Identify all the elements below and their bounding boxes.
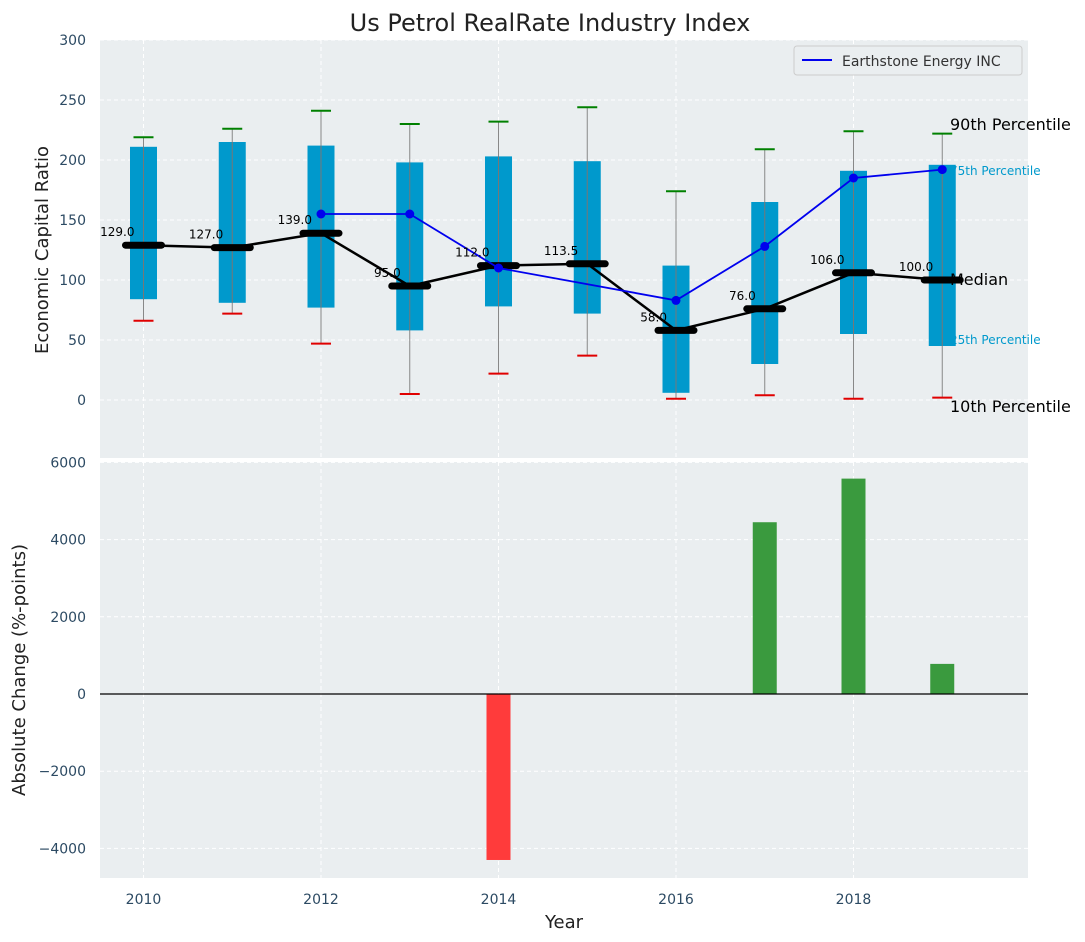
change-bar (486, 694, 511, 860)
company-point (937, 165, 947, 175)
annotation-p10: 10th Percentile (950, 397, 1071, 416)
top-y-tick-label: 0 (77, 393, 86, 409)
x-axis-label: Year (544, 912, 584, 933)
top-y-tick-label: 300 (59, 33, 86, 49)
bottom-y-tick-label: −4000 (39, 841, 86, 857)
change-bar (930, 663, 955, 694)
legend-label: Earthstone Energy INC (842, 54, 1001, 70)
bottom-y-tick-label: 4000 (50, 533, 86, 549)
company-point (405, 209, 415, 219)
median-value-label: 95.0 (374, 266, 401, 280)
median-value-labels: 129.0 127.0 139.0 95.0 112.0 113.5 58.0 76.0 106… (100, 213, 933, 324)
change-bars (486, 478, 955, 860)
legend: Earthstone Energy INC (793, 45, 1023, 76)
bottom-y-tick-label: −2000 (39, 764, 86, 780)
top-y-tick-label: 50 (68, 333, 86, 349)
company-point (849, 173, 858, 183)
median-value-label: 58.0 (640, 310, 667, 324)
median-value-label: 129.0 (100, 225, 134, 239)
top-y-tick-label: 200 (59, 153, 86, 169)
x-tick-label: 2014 (481, 892, 517, 908)
company-point (760, 241, 770, 251)
bottom-y-axis-label: Absolute Change (%-points) (9, 544, 30, 796)
median-value-label: 113.5 (544, 244, 578, 258)
bottom-y-tick-label: 2000 (50, 610, 86, 626)
annotation-p90: 90th Percentile (950, 115, 1071, 134)
change-bar (841, 478, 866, 694)
median-series (122, 229, 964, 334)
median-value-label: 76.0 (729, 289, 756, 303)
median-value-label: 112.0 (455, 246, 489, 260)
chart-title: Us Petrol RealRate Industry Index (350, 9, 751, 37)
x-tick-label: 2012 (303, 892, 339, 908)
bottom-plot-area (100, 462, 1028, 878)
x-tick-label: 2010 (126, 892, 162, 908)
top-y-tick-label: 250 (59, 93, 86, 109)
annotation-p25: 25th Percentile (950, 333, 1041, 347)
median-line (143, 231, 943, 332)
company-point (316, 209, 326, 219)
x-tick-label: 2016 (658, 892, 694, 908)
annotation-p75: 75th Percentile (950, 164, 1041, 178)
bottom-y-tick-label: 0 (77, 687, 86, 703)
company-point (494, 263, 503, 273)
median-value-label: 100.0 (899, 260, 933, 274)
boxplots (130, 106, 956, 400)
legend-box (793, 45, 1023, 76)
bottom-y-tick-label: 6000 (50, 455, 86, 471)
change-bar (752, 522, 777, 694)
x-tick-label: 2018 (836, 892, 872, 908)
top-plot-area (100, 40, 1028, 458)
company-point (671, 295, 681, 305)
median-value-label: 139.0 (278, 213, 312, 227)
median-value-label: 127.0 (189, 228, 223, 242)
top-y-tick-label: 150 (59, 213, 86, 229)
top-y-tick-label: 100 (59, 273, 86, 289)
axis-ticks: 0 50 100 150 200 250 300 6000 4000 2000 0 −2000 −400… (39, 33, 1028, 908)
company-series (316, 165, 947, 305)
annotation-median: Median (950, 270, 1008, 289)
median-value-label: 106.0 (810, 253, 844, 267)
top-y-axis-label: Economic Capital Ratio (32, 146, 53, 354)
